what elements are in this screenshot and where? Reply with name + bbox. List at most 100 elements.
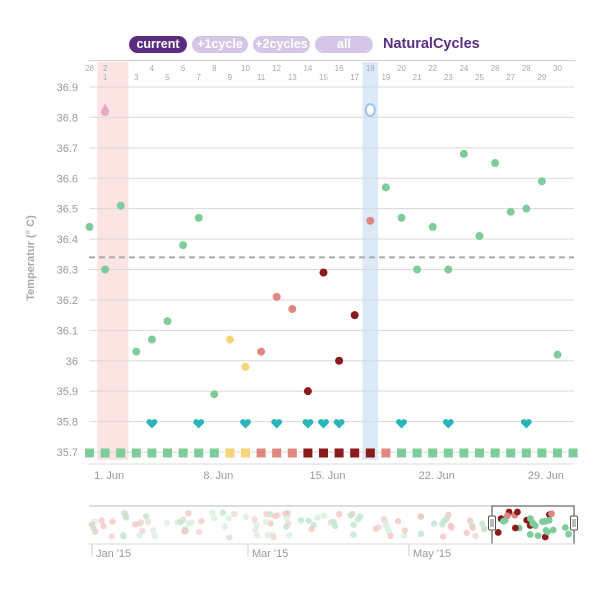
day-status-square <box>428 448 438 458</box>
day-status-square <box>287 448 297 458</box>
history-dot <box>375 524 382 531</box>
y-tick-label: 36 <box>66 356 78 368</box>
day-status-square <box>459 448 469 458</box>
history-dot <box>231 510 238 518</box>
cycle-day-label: 3 <box>134 73 139 82</box>
selected-history-dot <box>514 508 521 516</box>
cycle-day-label: 29 <box>537 73 546 82</box>
history-dot <box>347 512 354 519</box>
history-dot <box>109 518 116 525</box>
day-status-square <box>178 448 188 458</box>
heart-icon <box>396 419 407 429</box>
history-dot <box>139 527 146 535</box>
cycle-day-label: 19 <box>381 73 390 82</box>
temperature-point <box>491 159 500 168</box>
history-dot <box>188 519 195 526</box>
history-dot <box>387 532 394 540</box>
history-dot <box>177 518 184 526</box>
temperature-point <box>537 177 546 186</box>
history-dot <box>440 517 447 525</box>
history-dot <box>481 525 488 533</box>
point-layer <box>85 103 562 399</box>
temperature-point <box>288 305 297 314</box>
history-dot <box>120 532 127 540</box>
y-tick-label: 36.2 <box>57 295 78 307</box>
day-status-square <box>194 448 204 458</box>
temperature-point <box>85 222 94 231</box>
history-dot <box>400 532 407 539</box>
temperature-point <box>506 207 515 216</box>
heart-icon <box>271 419 283 429</box>
day-status-square <box>397 448 406 458</box>
history-dot <box>185 510 192 517</box>
view-toolbar: current +1cycle +2cycles all NaturalCycl… <box>0 36 600 56</box>
day-status-square <box>443 448 453 458</box>
y-tick-label: 35.8 <box>57 417 78 429</box>
history-dot <box>394 517 402 525</box>
cycle-day-label: 27 <box>506 73 515 82</box>
day-date-label: 16 <box>335 64 344 73</box>
one-cycle-button[interactable]: +1cycle <box>192 36 248 53</box>
temperature-point <box>397 213 406 222</box>
navigator-handle[interactable] <box>570 515 578 531</box>
day-date-label: 6 <box>181 64 186 73</box>
history-dot <box>305 517 312 524</box>
day-date-label: 2 <box>103 64 108 73</box>
all-button[interactable]: all <box>315 36 373 53</box>
history-dot <box>350 531 357 538</box>
x-tick-label: 22. Jun <box>419 470 455 482</box>
y-tick-label: 36.8 <box>57 112 78 124</box>
day-date-label: 28 <box>85 64 94 73</box>
y-tick-label: 35.7 <box>57 447 78 459</box>
history-dot <box>180 528 188 535</box>
heart-icon <box>520 419 532 429</box>
history-dot <box>209 509 216 516</box>
day-status-square <box>85 448 94 458</box>
temperature-point <box>444 265 453 274</box>
y-tick-label: 36.1 <box>57 325 78 337</box>
history-dot <box>335 511 343 518</box>
selected-history-dot <box>541 533 549 541</box>
navigator-handle[interactable] <box>488 515 496 531</box>
history-dot <box>285 520 292 527</box>
cycle-day-label: 21 <box>413 73 422 82</box>
history-dot <box>320 512 328 519</box>
history-dot <box>463 529 470 537</box>
temperature-point <box>319 268 328 277</box>
history-dot <box>221 523 229 530</box>
cycle-day-label: 13 <box>288 73 297 82</box>
day-status-square <box>412 448 422 458</box>
history-dot <box>198 517 205 525</box>
navigator-month-label: Jan '15 <box>96 548 131 560</box>
day-status-square <box>350 448 360 458</box>
day-status-square <box>147 448 157 458</box>
history-dot <box>100 522 107 530</box>
selected-history-dot <box>511 524 519 532</box>
day-date-label: 20 <box>397 64 406 73</box>
history-dot <box>467 517 474 524</box>
history-dot <box>263 510 270 518</box>
ovulation-drop-icon <box>364 103 376 117</box>
selected-history-dot <box>549 526 557 534</box>
cycle-day-label: 9 <box>228 73 233 82</box>
heart-icon <box>333 419 345 429</box>
range-navigator[interactable]: Jan '15 Mar '15 May '15 <box>88 505 578 560</box>
cycle-day-label: 11 <box>257 73 266 82</box>
day-date-label: 12 <box>272 64 281 73</box>
period-band <box>97 62 129 460</box>
day-status-square <box>506 448 516 458</box>
day-status-square <box>303 448 313 458</box>
history-dot <box>417 530 425 538</box>
temperature-point <box>413 265 422 274</box>
history-dot <box>283 514 291 522</box>
history-dot <box>219 509 227 516</box>
heart-layer <box>146 419 532 429</box>
two-cycles-button[interactable]: +2cycles <box>253 36 310 53</box>
history-dot <box>225 514 232 522</box>
x-label-layer: 1. Jun 8. Jun 15. Jun 22. Jun 29. Jun <box>89 463 574 482</box>
history-dot <box>253 521 260 529</box>
selected-history-dot <box>545 516 553 524</box>
history-dot <box>308 525 315 533</box>
current-button[interactable]: current <box>129 36 187 53</box>
